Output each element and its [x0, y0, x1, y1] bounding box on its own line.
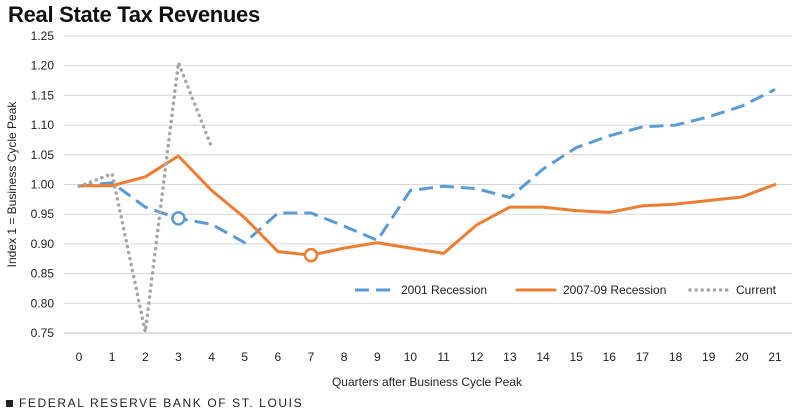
legend-label: 2001 Recession [401, 283, 487, 297]
x-tick-label: 18 [669, 350, 683, 364]
x-tick-label: 10 [404, 350, 418, 364]
x-tick-label: 0 [76, 350, 83, 364]
y-tick-label: 1.25 [31, 29, 55, 43]
y-tick-label: 1.05 [31, 148, 55, 162]
y-tick-label: 1.00 [31, 178, 55, 192]
y-tick-label: 1.20 [31, 59, 55, 73]
x-tick-label: 19 [702, 350, 716, 364]
y-tick-label: 0.80 [31, 296, 55, 310]
highlight-marker [171, 211, 186, 226]
y-axis-ticks: 0.75 0.80 0.85 0.90 0.95 1.00 1.05 1.10 1.15 1.20… [31, 29, 55, 340]
x-tick-label: 11 [437, 350, 450, 364]
x-tick-label: 9 [374, 350, 381, 364]
x-tick-label: 5 [241, 350, 248, 364]
y-tick-label: 0.85 [31, 267, 55, 281]
square-bullet-icon [6, 400, 13, 407]
x-tick-label: 3 [175, 350, 182, 364]
x-tick-label: 12 [470, 350, 484, 364]
series-line-current [77, 60, 214, 334]
series-lines [77, 60, 777, 334]
y-tick-label: 0.90 [31, 237, 55, 251]
source-text: FEDERAL RESERVE BANK OF ST. LOUIS [19, 396, 304, 410]
x-tick-label: 16 [603, 350, 617, 364]
x-tick-label: 15 [569, 350, 583, 364]
y-tick-label: 1.15 [31, 88, 55, 102]
x-tick-label: 4 [208, 350, 215, 364]
x-tick-label: 8 [341, 350, 348, 364]
source-footer: FEDERAL RESERVE BANK OF ST. LOUIS [6, 396, 303, 410]
y-tick-label: 0.75 [31, 326, 55, 340]
y-axis-label: Index 1 = Business Cycle Peak [5, 101, 19, 268]
x-tick-label: 20 [735, 350, 749, 364]
x-tick-label: 17 [636, 350, 650, 364]
legend-label: Current [736, 283, 777, 297]
series-line-2007-09-recession [77, 154, 777, 257]
y-tick-label: 0.95 [31, 207, 55, 221]
x-tick-label: 21 [768, 350, 782, 364]
x-axis-ticks: 0 1 2 3 4 5 6 7 8 9 10 11 12 13 14 15 16 17 18 19 20 21 [76, 350, 782, 364]
y-tick-label: 1.10 [31, 118, 55, 132]
x-tick-label: 6 [275, 350, 282, 364]
legend-label: 2007-09 Recession [563, 283, 666, 297]
x-tick-label: 2 [142, 350, 149, 364]
x-tick-label: 1 [109, 350, 116, 364]
legend: 2001 Recession 2007-09 Recession Current [355, 283, 777, 297]
gridlines [64, 35, 792, 304]
x-tick-label: 13 [503, 350, 517, 364]
x-axis-label: Quarters after Business Cycle Peak [332, 375, 523, 389]
chart-title: Real State Tax Revenues [8, 2, 260, 27]
highlight-marker [303, 247, 319, 263]
x-tick-label: 14 [536, 350, 550, 364]
series-markers [171, 211, 319, 263]
series-line-2001-recession [78, 88, 776, 245]
x-tick-label: 7 [308, 350, 315, 364]
